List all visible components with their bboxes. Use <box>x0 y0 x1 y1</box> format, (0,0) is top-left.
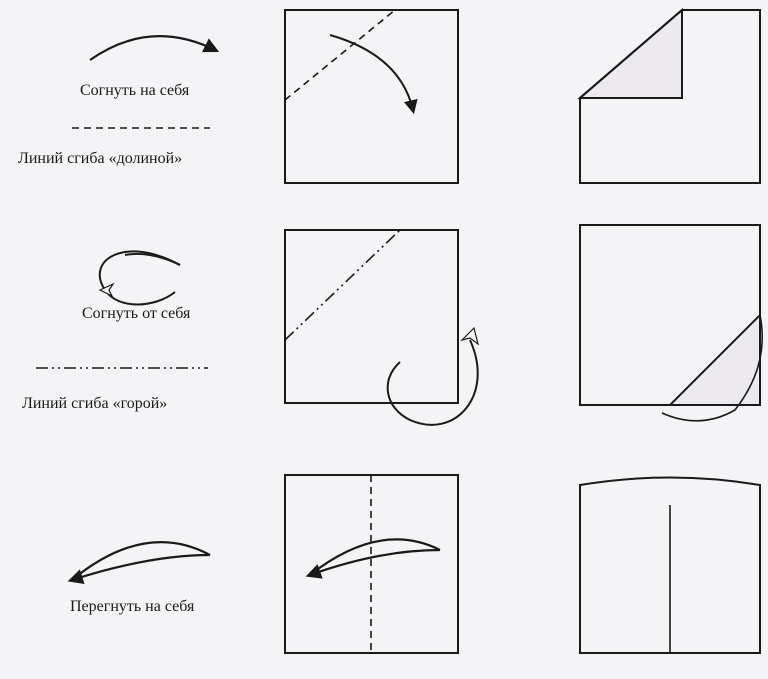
square-r2c2 <box>285 230 458 403</box>
label-fold-unfold: Перегнуть на себя <box>70 598 194 616</box>
diagram-svg <box>0 0 768 679</box>
origami-legend-diagram: Согнуть на себя Линий сгиба «долиной» Со… <box>0 0 768 679</box>
arrow-r3c2-icon <box>310 539 440 575</box>
fold-r1-diag <box>285 10 395 100</box>
label-valley-line: Линий сгиба «долиной» <box>18 150 182 168</box>
arrow-fold-toward-icon <box>90 36 215 60</box>
result-r1c3 <box>580 10 760 183</box>
label-mountain-line: Линий сгиба «горой» <box>22 395 167 413</box>
arrow-fold-away-head-icon <box>100 284 113 296</box>
arrow-r2c2-icon <box>388 340 478 425</box>
result-r2c3 <box>580 225 762 421</box>
result-r3c3 <box>580 478 760 654</box>
arrow-fold-away-icon <box>100 251 180 304</box>
square-r3c2 <box>285 475 458 653</box>
arrow-r1c2-icon <box>330 35 413 110</box>
label-fold-toward: Согнуть на себя <box>80 82 189 100</box>
square-r1c2 <box>285 10 458 183</box>
arrow-fold-unfold-icon <box>72 542 210 580</box>
label-fold-away: Согнуть от себя <box>82 305 190 323</box>
arrow-r2c2-head-icon <box>462 328 478 344</box>
fold-r2-diag <box>285 230 400 340</box>
